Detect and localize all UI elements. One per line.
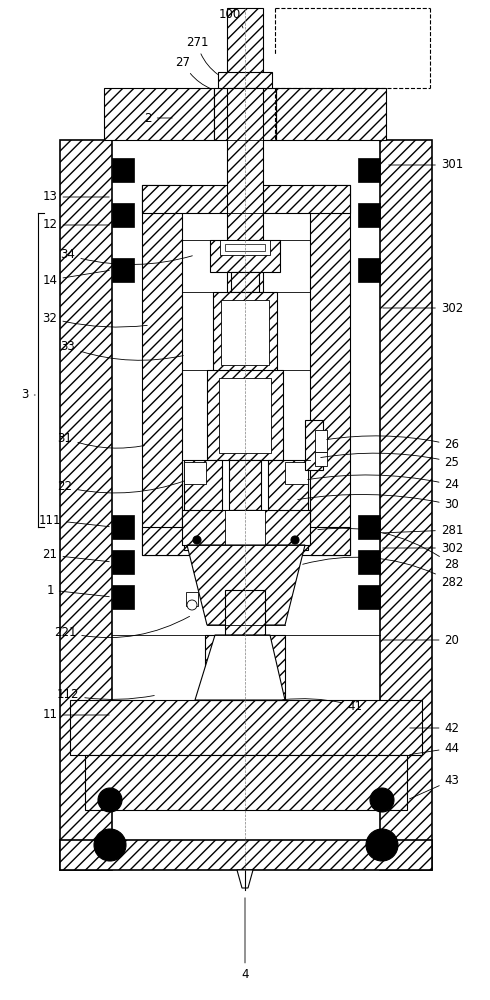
Polygon shape bbox=[195, 635, 285, 700]
Circle shape bbox=[98, 788, 122, 812]
Text: 282: 282 bbox=[303, 557, 463, 588]
Text: 281: 281 bbox=[383, 524, 463, 536]
Bar bbox=[60, 840, 432, 870]
Bar bbox=[112, 550, 134, 574]
Bar bbox=[225, 244, 265, 251]
Text: 12: 12 bbox=[43, 219, 109, 232]
Circle shape bbox=[366, 829, 398, 861]
Bar bbox=[276, 88, 386, 140]
Text: 32: 32 bbox=[43, 312, 147, 327]
Text: 100: 100 bbox=[219, 7, 243, 28]
Text: 34: 34 bbox=[61, 248, 193, 265]
Bar bbox=[142, 185, 182, 555]
Bar bbox=[184, 462, 206, 484]
Bar bbox=[205, 635, 285, 700]
Text: 24: 24 bbox=[308, 475, 460, 491]
Text: 302: 302 bbox=[383, 542, 463, 554]
Text: 28: 28 bbox=[318, 528, 460, 572]
Bar bbox=[229, 460, 261, 510]
Bar bbox=[104, 88, 214, 140]
Text: 112: 112 bbox=[57, 688, 154, 702]
Bar bbox=[315, 452, 327, 466]
Bar bbox=[186, 592, 198, 606]
Bar bbox=[221, 300, 269, 365]
Text: 1: 1 bbox=[46, 584, 109, 597]
Circle shape bbox=[193, 536, 201, 544]
Bar bbox=[225, 590, 265, 635]
Bar bbox=[219, 378, 271, 453]
Bar bbox=[248, 642, 270, 684]
Bar bbox=[60, 140, 112, 870]
Bar bbox=[380, 140, 432, 870]
Text: 11: 11 bbox=[43, 708, 109, 722]
Bar bbox=[315, 430, 327, 452]
Text: 31: 31 bbox=[57, 432, 144, 448]
Text: 33: 33 bbox=[61, 340, 183, 360]
Text: 42: 42 bbox=[410, 722, 460, 734]
Circle shape bbox=[291, 536, 299, 544]
Bar bbox=[233, 510, 257, 535]
Bar bbox=[182, 510, 310, 545]
Polygon shape bbox=[187, 545, 305, 625]
Circle shape bbox=[187, 600, 197, 610]
Polygon shape bbox=[237, 870, 253, 888]
Text: 21: 21 bbox=[43, 548, 109, 562]
Text: 2: 2 bbox=[144, 111, 172, 124]
Bar bbox=[227, 8, 263, 88]
Text: 25: 25 bbox=[321, 453, 460, 468]
Bar bbox=[112, 585, 134, 609]
Bar bbox=[358, 515, 380, 539]
Bar bbox=[214, 88, 276, 140]
Bar bbox=[218, 72, 272, 88]
Text: 41: 41 bbox=[283, 699, 363, 712]
Bar bbox=[225, 510, 265, 545]
Bar bbox=[85, 755, 407, 810]
Circle shape bbox=[94, 829, 126, 861]
Bar bbox=[231, 272, 259, 292]
Bar bbox=[112, 158, 134, 182]
Bar bbox=[305, 420, 323, 470]
Bar bbox=[112, 203, 134, 227]
Bar bbox=[70, 700, 422, 755]
Bar bbox=[285, 462, 308, 484]
Bar bbox=[217, 642, 239, 684]
Bar bbox=[213, 292, 277, 372]
Circle shape bbox=[370, 788, 394, 812]
Bar bbox=[358, 258, 380, 282]
Bar bbox=[358, 158, 380, 182]
Text: 221: 221 bbox=[54, 616, 190, 639]
Bar bbox=[268, 460, 308, 550]
Text: 44: 44 bbox=[410, 742, 460, 755]
Bar bbox=[220, 240, 270, 255]
Bar bbox=[142, 185, 350, 213]
Bar bbox=[142, 527, 350, 555]
Text: 111: 111 bbox=[39, 514, 109, 527]
Text: 4: 4 bbox=[241, 898, 249, 982]
Bar bbox=[184, 460, 222, 550]
Text: 20: 20 bbox=[383, 634, 460, 647]
Text: 302: 302 bbox=[383, 302, 463, 314]
Bar bbox=[310, 185, 350, 555]
Bar bbox=[112, 515, 134, 539]
Text: 43: 43 bbox=[410, 774, 460, 799]
Bar bbox=[358, 203, 380, 227]
Text: 27: 27 bbox=[175, 55, 211, 89]
Bar bbox=[358, 550, 380, 574]
Text: 13: 13 bbox=[43, 190, 109, 204]
Bar bbox=[210, 240, 280, 272]
Text: 22: 22 bbox=[57, 481, 184, 493]
Bar bbox=[227, 88, 263, 398]
Text: 301: 301 bbox=[389, 158, 463, 172]
Bar bbox=[207, 370, 283, 460]
Text: 26: 26 bbox=[327, 436, 460, 452]
Text: 30: 30 bbox=[298, 494, 460, 512]
Text: 14: 14 bbox=[43, 270, 109, 286]
Bar bbox=[358, 585, 380, 609]
Bar bbox=[112, 258, 134, 282]
Text: 271: 271 bbox=[186, 35, 218, 74]
Text: 3: 3 bbox=[21, 388, 35, 401]
